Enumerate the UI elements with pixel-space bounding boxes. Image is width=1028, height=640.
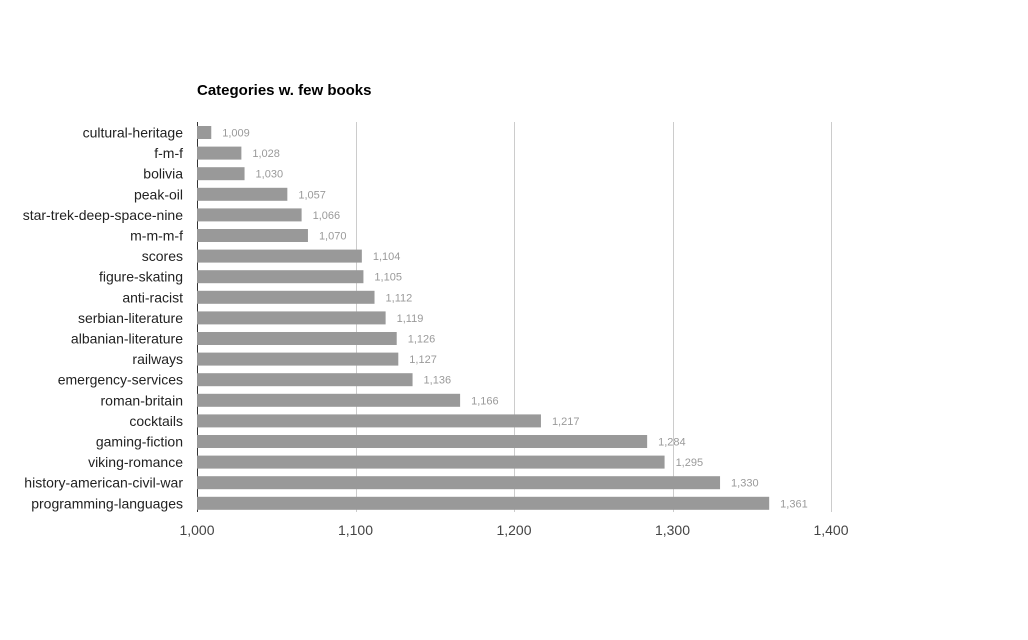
category-label: star-trek-deep-space-nine [23, 207, 184, 223]
category-label: m-m-m-f [130, 228, 183, 244]
category-label: cultural-heritage [83, 125, 184, 141]
data-label: 1,030 [256, 169, 284, 181]
data-label: 1,361 [780, 498, 808, 510]
category-label: peak-oil [134, 186, 183, 202]
bar [197, 208, 302, 222]
category-label: anti-racist [122, 289, 183, 305]
x-tick-label: 1,400 [813, 522, 848, 538]
data-label: 1,057 [298, 189, 326, 201]
chart-title: Categories w. few books [197, 82, 372, 99]
bar [197, 332, 397, 345]
bar [197, 455, 665, 469]
category-label: bolivia [143, 166, 183, 182]
category-label: cocktails [129, 413, 183, 429]
x-tick-label: 1,000 [179, 522, 214, 538]
data-label: 1,295 [676, 457, 704, 469]
data-label: 1,284 [658, 437, 686, 449]
x-axis-tick-labels: 1,000 1,100 1,200 1,300 1,400 [179, 522, 848, 538]
bar [197, 352, 399, 366]
data-label: 1,070 [319, 231, 347, 243]
bar [197, 393, 461, 407]
category-label: programming-languages [31, 495, 183, 511]
data-label: 1,166 [471, 395, 499, 407]
category-label: albanian-literature [71, 331, 183, 347]
bar [197, 414, 541, 428]
data-label: 1,009 [222, 128, 250, 140]
bar [197, 290, 375, 304]
category-label: history-american-civil-war [24, 475, 183, 491]
category-label: railways [132, 351, 183, 367]
data-label: 1,217 [552, 416, 580, 428]
bar [197, 167, 245, 181]
category-label: figure-skating [99, 269, 183, 285]
x-tick-label: 1,100 [338, 522, 373, 538]
bar [197, 476, 721, 490]
bar [197, 270, 364, 284]
category-label: f-m-f [154, 145, 183, 161]
bar [197, 187, 288, 201]
bar [197, 435, 648, 448]
data-label: 1,119 [397, 313, 424, 325]
category-label: serbian-literature [78, 310, 183, 326]
bar [197, 249, 362, 263]
data-label: 1,028 [252, 148, 280, 160]
data-label: 1,112 [386, 292, 413, 304]
bar [197, 126, 212, 139]
bar [197, 373, 413, 387]
category-label: viking-romance [88, 454, 183, 470]
data-label: 1,104 [373, 251, 401, 263]
data-label: 1,330 [731, 478, 759, 490]
data-label: 1,066 [313, 210, 341, 222]
bar [197, 146, 242, 160]
bar [197, 311, 386, 325]
data-label: 1,127 [409, 354, 437, 366]
data-label: 1,136 [424, 375, 452, 387]
data-label: 1,105 [374, 272, 402, 284]
bars [197, 126, 770, 510]
category-label: roman-britain [101, 392, 183, 408]
bar [197, 496, 770, 510]
category-label: gaming-fiction [96, 434, 183, 450]
data-label: 1,126 [408, 334, 436, 346]
category-label: scores [142, 248, 183, 264]
category-labels: cultural-heritage f-m-f bolivia peak-oil sta… [23, 125, 184, 512]
x-tick-label: 1,300 [655, 522, 690, 538]
bar [197, 229, 308, 242]
x-tick-label: 1,200 [496, 522, 531, 538]
category-label: emergency-services [58, 372, 183, 388]
